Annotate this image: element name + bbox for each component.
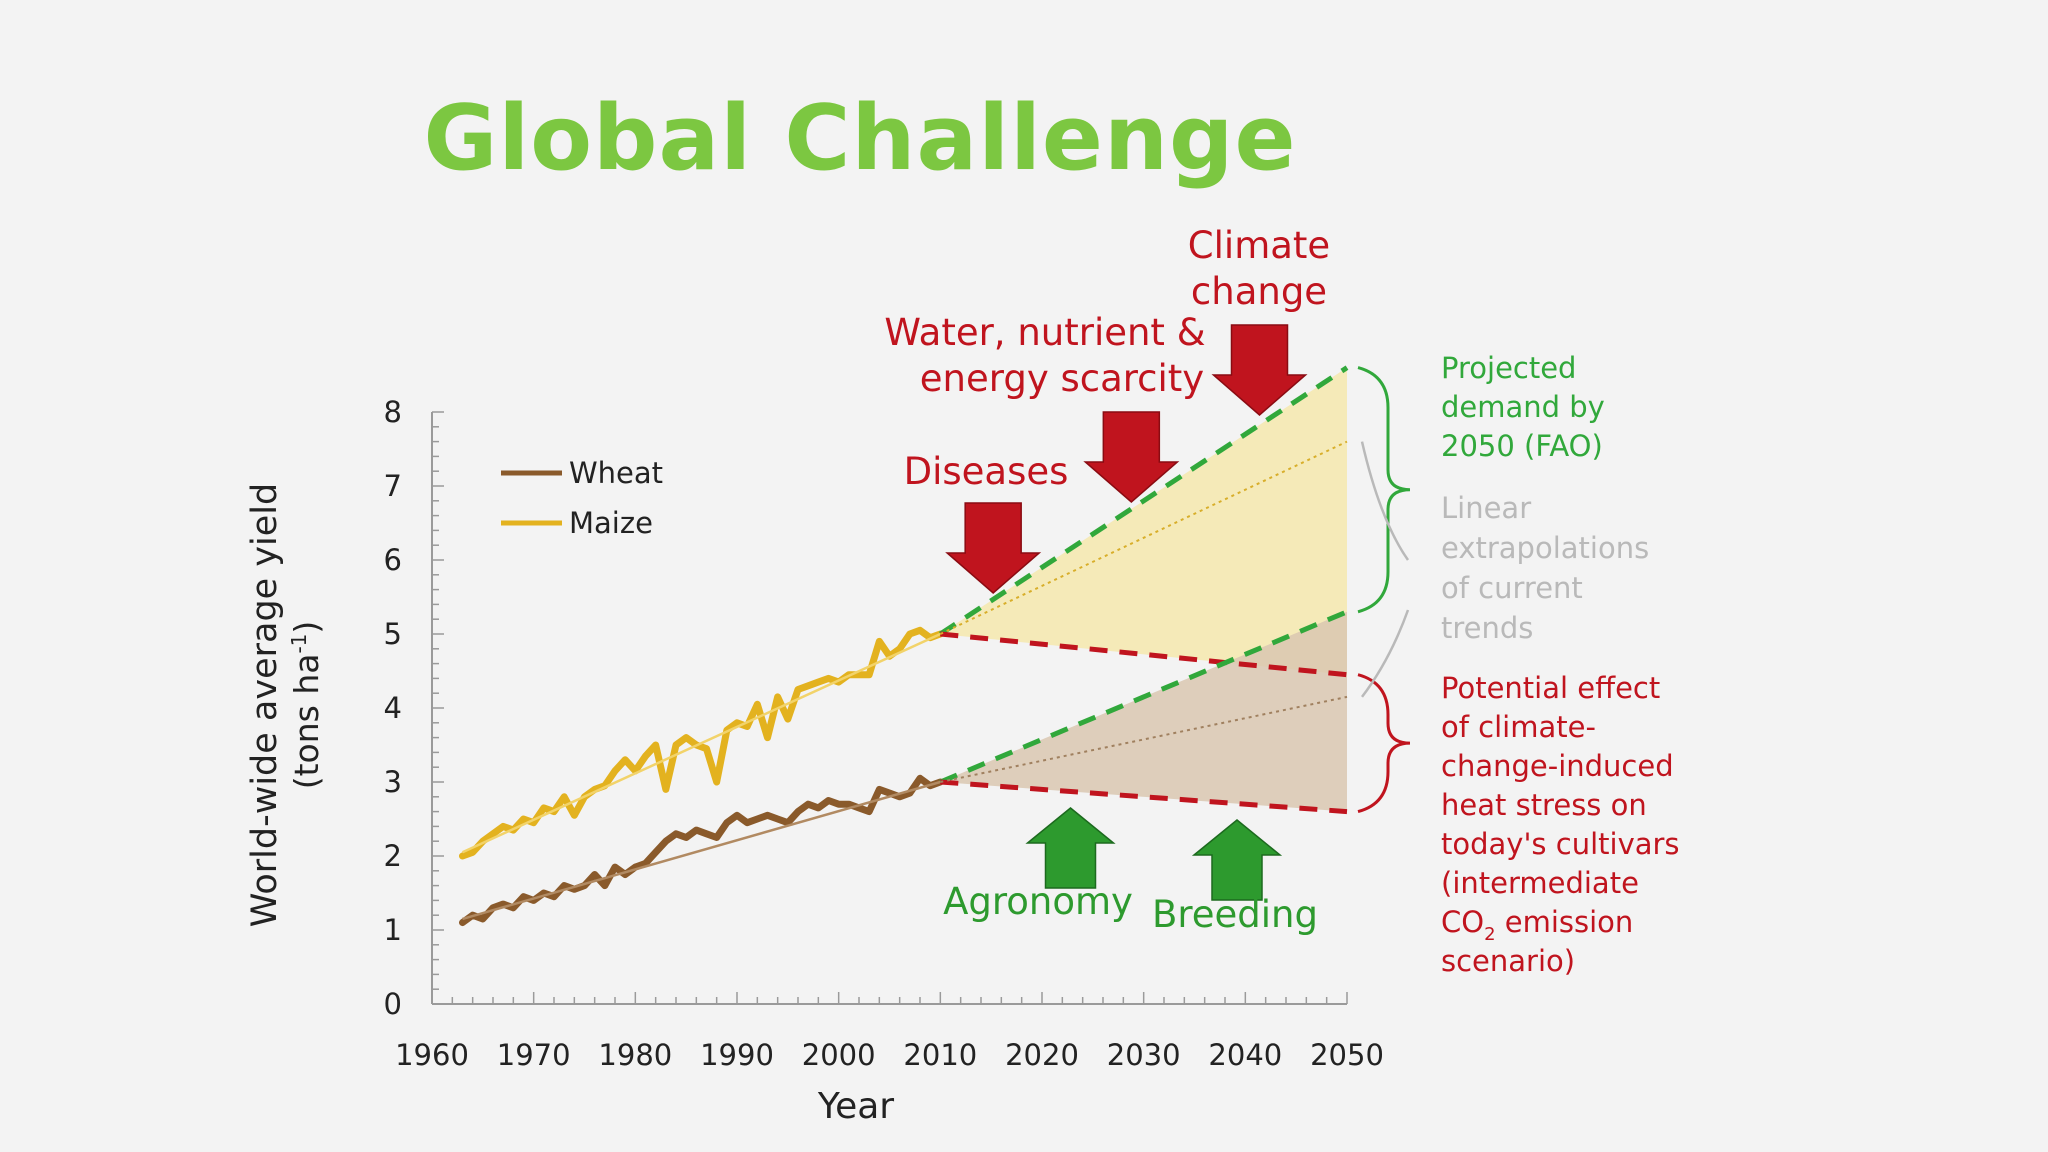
maize-heat-stress-line bbox=[940, 631, 1348, 678]
linear-extrapolation-note: of current bbox=[1441, 571, 1583, 605]
threat-label-water-line1: Water, nutrient & bbox=[884, 311, 1205, 354]
maize-linear-extrapolation-line bbox=[939, 440, 1348, 635]
chart-axes: 1960 1970 1980 1990 2000 2010 2020 2030 2040 2050… bbox=[245, 395, 1384, 1127]
x-tick-label: 1980 bbox=[598, 1038, 672, 1072]
wheat-projection-area bbox=[940, 611, 1347, 812]
maize-demand-line bbox=[938, 365, 1349, 637]
slide-title: Global Challenge bbox=[423, 86, 1297, 191]
x-tick-label: 1970 bbox=[497, 1038, 571, 1072]
threat-label-climate-line1: Climate bbox=[1188, 224, 1330, 267]
linear-pointer-wheat bbox=[1361, 609, 1410, 698]
x-tick-label: 2010 bbox=[903, 1038, 977, 1072]
y-tick-label: 5 bbox=[384, 617, 402, 651]
x-tick-label: 2040 bbox=[1208, 1038, 1282, 1072]
linear-extrapolation-note: trends bbox=[1441, 611, 1533, 645]
x-tick-label: 2050 bbox=[1310, 1038, 1384, 1072]
projection-areas bbox=[940, 367, 1347, 812]
y-tick-label: 3 bbox=[384, 765, 402, 799]
y-tick-label: 4 bbox=[384, 691, 402, 725]
wheat-series-line bbox=[459, 774, 944, 927]
legend-wheat-label: Wheat bbox=[569, 456, 663, 490]
wheat-demand-line bbox=[939, 609, 1348, 785]
heat-stress-note: Potential effect bbox=[1441, 671, 1660, 705]
arrow-annotations: Diseases Water, nutrient &energy scarcity… bbox=[884, 224, 1330, 936]
y-tick-label: 1 bbox=[384, 913, 402, 947]
data-series bbox=[459, 626, 944, 927]
x-tick-label: 2030 bbox=[1107, 1038, 1181, 1072]
breeding-arrow-icon bbox=[1191, 819, 1283, 901]
linear-extrapolation-note: extrapolations bbox=[1441, 531, 1649, 565]
threat-label-climate-line2: change bbox=[1191, 270, 1327, 313]
solution-label-agronomy: Agronomy bbox=[943, 880, 1133, 923]
water-scarcity-arrow-icon bbox=[1083, 411, 1180, 503]
solution-label-breeding: Breeding bbox=[1152, 893, 1318, 936]
heat-stress-note-co2: CO2 emission bbox=[1441, 905, 1633, 945]
y-tick-label: 6 bbox=[384, 543, 402, 577]
wheat-heat-stress-line bbox=[940, 779, 1348, 815]
projected-demand-note: demand by bbox=[1441, 390, 1605, 424]
maize-series-line bbox=[459, 626, 944, 860]
climate-change-arrow-icon bbox=[1211, 324, 1308, 416]
x-tick-label: 2020 bbox=[1005, 1038, 1079, 1072]
heat-stress-note: (intermediate bbox=[1441, 866, 1639, 900]
threat-label-water-line2: energy scarcity bbox=[920, 357, 1204, 400]
x-tick-label: 2000 bbox=[802, 1038, 876, 1072]
diseases-arrow-icon bbox=[945, 502, 1042, 594]
heat-stress-note: scenario) bbox=[1441, 944, 1575, 978]
side-annotations: Projected demand by 2050 (FAO) Linear extrap… bbox=[1357, 351, 1680, 978]
linear-pointer-maize bbox=[1360, 441, 1410, 561]
agronomy-arrow-icon bbox=[1025, 807, 1116, 889]
legend-maize-label: Maize bbox=[569, 506, 653, 540]
maize_trend-line bbox=[461, 632, 941, 854]
heat-stress-note: change-induced bbox=[1441, 749, 1674, 783]
x-tick-label: 1960 bbox=[395, 1038, 469, 1072]
heat-stress-note: heat stress on bbox=[1441, 788, 1647, 822]
projected-demand-note: 2050 (FAO) bbox=[1441, 429, 1603, 463]
projected-demand-bracket bbox=[1357, 366, 1411, 614]
heat-stress-note: of climate- bbox=[1441, 710, 1596, 744]
y-tick-label: 8 bbox=[384, 395, 402, 429]
y-axis-title: World-wide average yield bbox=[245, 483, 285, 927]
linear-extrapolation-note: Linear bbox=[1441, 491, 1531, 525]
y-tick-label: 7 bbox=[384, 469, 402, 503]
heat-stress-note: today's cultivars bbox=[1441, 827, 1680, 861]
projection-lines bbox=[938, 365, 1349, 815]
maize-projection-area bbox=[940, 367, 1347, 675]
threat-label-diseases: Diseases bbox=[904, 450, 1069, 493]
y-tick-label: 0 bbox=[384, 987, 402, 1021]
y-tick-label: 2 bbox=[384, 839, 402, 873]
wheat_trend-line bbox=[462, 780, 941, 921]
x-axis-title: Year bbox=[817, 1086, 894, 1127]
x-tick-label: 1990 bbox=[700, 1038, 774, 1072]
legend: Wheat Maize bbox=[501, 456, 663, 540]
projected-demand-note: Projected bbox=[1441, 351, 1576, 385]
heat-stress-bracket bbox=[1357, 673, 1411, 814]
y-axis-units: (tons ha-1) bbox=[287, 621, 326, 790]
